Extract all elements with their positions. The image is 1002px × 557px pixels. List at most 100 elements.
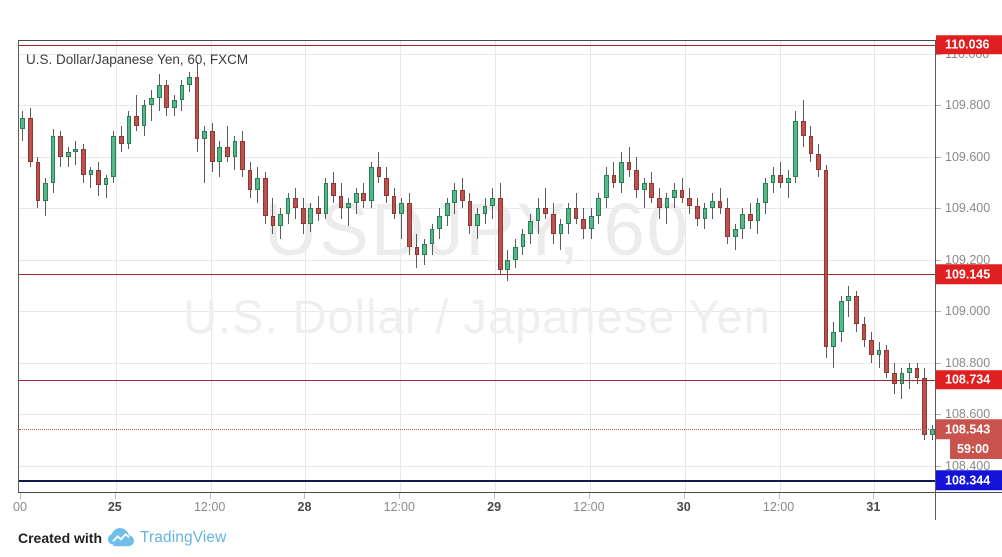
- price-badge[interactable]: 108.734: [936, 370, 1002, 390]
- tradingview-brand-label: TradingView: [140, 528, 227, 546]
- candle-body-down: [657, 198, 662, 209]
- candle-body-up: [217, 146, 223, 163]
- candle-body-up: [490, 198, 495, 206]
- gridline-horizontal: [19, 311, 935, 313]
- candle-body-up: [838, 301, 844, 333]
- candle-body-up: [793, 120, 799, 178]
- candle-body-down: [626, 162, 632, 170]
- price-axis-label: 109.600: [945, 149, 991, 164]
- price-line: [19, 379, 935, 382]
- candle-body-up: [452, 190, 458, 204]
- candle-wick: [67, 146, 69, 168]
- candle-body-up: [187, 77, 192, 85]
- candle-body-down: [194, 77, 200, 139]
- candle-body-up: [20, 118, 26, 129]
- price-badge-tick: [936, 379, 943, 381]
- candle-body-down: [808, 136, 814, 155]
- candle-body-down: [861, 324, 867, 340]
- candle-body-down: [778, 174, 783, 183]
- axis-tick: [936, 105, 941, 107]
- candle-body-up: [323, 182, 329, 214]
- candle-wick: [75, 141, 77, 165]
- candle-body-down: [225, 146, 230, 157]
- candle-wick: [348, 198, 350, 227]
- candle-wick: [878, 342, 880, 369]
- candle-body-down: [293, 198, 298, 209]
- candle-body-down: [649, 182, 655, 199]
- price-axis-label: 108.600: [945, 407, 991, 422]
- candle-body-down: [391, 195, 397, 214]
- candle-body-down: [467, 200, 473, 227]
- candle-body-up: [588, 216, 594, 229]
- price-badge[interactable]: 108.344: [936, 470, 1002, 491]
- axis-tick: [936, 53, 941, 55]
- candle-body-down: [573, 208, 579, 219]
- time-axis-tick: [114, 493, 116, 499]
- price-badge-tick: [936, 273, 943, 275]
- candle-body-up: [732, 229, 738, 237]
- price-axis-label: 108.800: [945, 355, 991, 370]
- axis-tick: [936, 465, 941, 467]
- time-axis-tick: [778, 493, 780, 499]
- price-badge[interactable]: 108.543: [936, 419, 1002, 439]
- price-axis-label: 108.400: [945, 458, 991, 473]
- created-with-label: Created with: [18, 529, 103, 546]
- time-axis-tick: [873, 493, 875, 499]
- price-badge[interactable]: 110.036: [936, 34, 1002, 55]
- candle-body-down: [891, 373, 897, 384]
- candle-wick: [378, 151, 380, 183]
- candle-body-up: [505, 259, 511, 271]
- candle-body-up: [475, 213, 480, 227]
- footer-branding: Created with TradingView: [18, 528, 226, 547]
- candle-body-down: [459, 190, 465, 201]
- time-axis-label: 29: [487, 500, 502, 514]
- candle-body-down: [270, 216, 276, 227]
- candle-body-up: [179, 84, 185, 101]
- candle-wick: [105, 174, 107, 199]
- time-axis-tick: [209, 493, 211, 499]
- candle-body-up: [172, 100, 177, 108]
- candle-wick: [272, 198, 274, 235]
- candle-body-down: [687, 198, 693, 206]
- candle-body-down: [81, 149, 86, 175]
- time-axis-label: 28: [297, 500, 312, 514]
- candle-body-down: [247, 169, 253, 191]
- candle-body-down: [801, 120, 806, 137]
- candle-body-up: [255, 177, 261, 191]
- candle-wick: [204, 125, 206, 183]
- gridline-horizontal: [19, 53, 935, 55]
- chart-plot-area[interactable]: USDJPY, 60 U.S. Dollar / Japanese Yen: [18, 40, 935, 492]
- candle-body-down: [550, 213, 556, 235]
- candle-body-down: [414, 247, 420, 255]
- candle-body-up: [876, 350, 882, 356]
- candle-body-up: [444, 203, 450, 217]
- candle-body-up: [763, 182, 768, 204]
- candle-body-down: [164, 84, 170, 108]
- time-axis-label: 25: [107, 500, 122, 514]
- time-axis-tick: [494, 493, 496, 499]
- price-axis-label: 109.000: [945, 304, 991, 319]
- candle-body-up: [149, 97, 154, 106]
- candle-body-down: [717, 200, 723, 209]
- candle-body-up: [346, 203, 351, 209]
- candlestick-series: [19, 41, 935, 492]
- candle-body-up: [566, 208, 571, 224]
- candle-body-up: [50, 136, 56, 183]
- candle-body-down: [240, 141, 245, 170]
- candle-wick: [545, 187, 547, 219]
- gridline-horizontal: [19, 465, 935, 467]
- candle-wick: [317, 195, 319, 222]
- candle-body-up: [482, 205, 488, 214]
- gridline-vertical: [115, 41, 117, 492]
- time-axis-tick: [683, 493, 685, 499]
- candle-body-down: [816, 154, 821, 170]
- gridline-horizontal: [19, 414, 935, 416]
- time-axis[interactable]: 00 25 12:00 28 12:00 29 12:00 30 12:00 31: [13, 492, 935, 520]
- candle-body-up: [43, 182, 48, 201]
- time-axis-label: 30: [676, 500, 691, 514]
- price-badge[interactable]: 109.145: [936, 264, 1002, 284]
- candle-body-up: [73, 149, 79, 152]
- candle-wick: [575, 192, 577, 224]
- candle-body-down: [376, 167, 382, 178]
- price-axis[interactable]: 108.400 108.600 108.800 109.000 109.200 109.4…: [935, 34, 1002, 492]
